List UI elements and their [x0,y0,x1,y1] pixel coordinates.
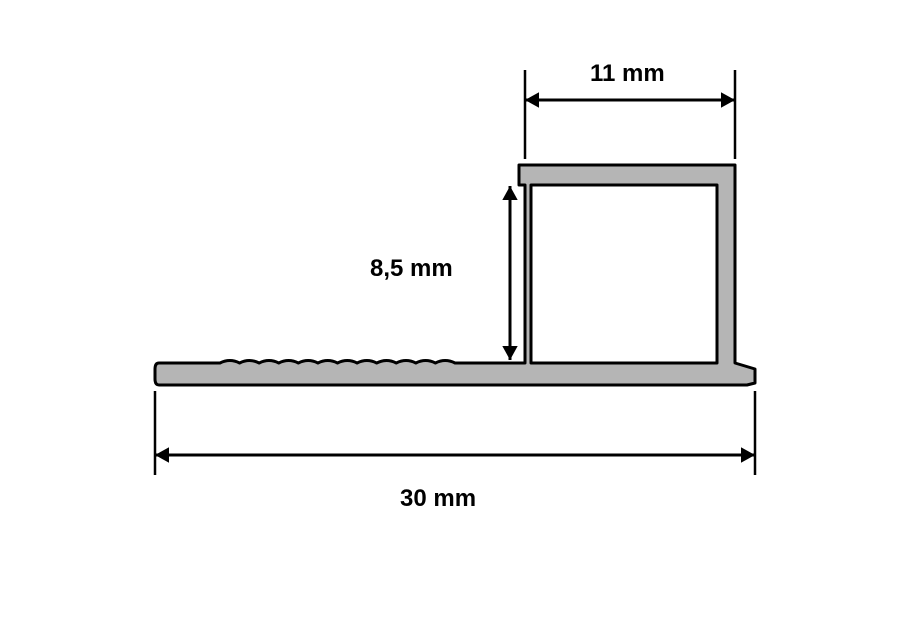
dimension-label-middle: 8,5 mm [370,255,453,283]
technical-drawing: 11 mm 8,5 mm 30 mm [0,0,900,630]
dimension-label-top: 11 mm [590,60,665,88]
profile-cross-section [155,165,755,385]
profile-svg [0,0,900,630]
dimension-label-bottom: 30 mm [400,485,476,513]
